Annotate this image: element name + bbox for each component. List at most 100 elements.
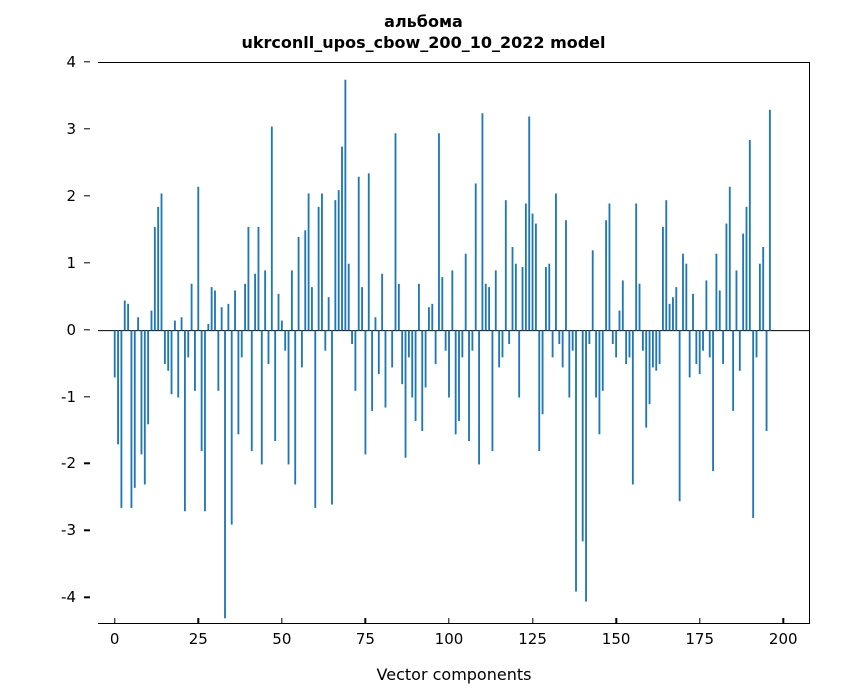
- bar-component-39[interactable]: [244, 284, 246, 331]
- bar-component-135[interactable]: [565, 220, 567, 330]
- bar-component-133[interactable]: [558, 331, 560, 344]
- bar-component-137[interactable]: [572, 331, 574, 351]
- bar-component-142[interactable]: [588, 331, 590, 344]
- bar-component-57[interactable]: [304, 230, 306, 330]
- bar-component-106[interactable]: [468, 331, 470, 441]
- bar-component-72[interactable]: [354, 331, 356, 391]
- bar-component-115[interactable]: [498, 331, 500, 368]
- bar-component-88[interactable]: [408, 331, 410, 358]
- bar-component-101[interactable]: [451, 270, 453, 330]
- bar-component-98[interactable]: [441, 277, 443, 331]
- bar-component-51[interactable]: [284, 331, 286, 351]
- bar-component-152[interactable]: [622, 280, 624, 330]
- bar-component-134[interactable]: [562, 331, 564, 368]
- bar-component-94[interactable]: [428, 307, 430, 330]
- bar-component-130[interactable]: [548, 264, 550, 331]
- bar-component-155[interactable]: [632, 331, 634, 485]
- bar-component-48[interactable]: [274, 331, 276, 441]
- bar-component-86[interactable]: [401, 331, 403, 385]
- bar-component-145[interactable]: [598, 331, 600, 435]
- bar-component-76[interactable]: [368, 173, 370, 330]
- bar-component-181[interactable]: [719, 290, 721, 330]
- bar-component-165[interactable]: [665, 200, 667, 330]
- bar-component-161[interactable]: [652, 331, 654, 368]
- bar-component-73[interactable]: [358, 177, 360, 331]
- bar-component-91[interactable]: [418, 284, 420, 331]
- bar-component-33[interactable]: [224, 331, 226, 619]
- bar-component-42[interactable]: [254, 274, 256, 331]
- bar-component-3[interactable]: [124, 301, 126, 331]
- bar-component-54[interactable]: [294, 331, 296, 485]
- bar-component-158[interactable]: [642, 331, 644, 351]
- bar-component-16[interactable]: [167, 331, 169, 371]
- bar-component-84[interactable]: [395, 133, 397, 330]
- bar-component-109[interactable]: [478, 331, 480, 465]
- bar-component-31[interactable]: [217, 331, 219, 391]
- bar-component-67[interactable]: [338, 190, 340, 331]
- bar-component-174[interactable]: [695, 331, 697, 364]
- bar-component-126[interactable]: [535, 224, 537, 331]
- bar-component-196[interactable]: [769, 110, 771, 331]
- bar-component-64[interactable]: [328, 297, 330, 330]
- bar-component-85[interactable]: [398, 284, 400, 331]
- bar-component-129[interactable]: [545, 267, 547, 331]
- bar-component-43[interactable]: [258, 227, 260, 331]
- bar-component-89[interactable]: [411, 331, 413, 398]
- bar-component-143[interactable]: [592, 250, 594, 330]
- bar-component-92[interactable]: [421, 331, 423, 431]
- bar-component-122[interactable]: [522, 267, 524, 331]
- bar-component-110[interactable]: [481, 113, 483, 330]
- bar-component-123[interactable]: [525, 204, 527, 331]
- bar-component-154[interactable]: [629, 331, 631, 358]
- bar-component-10[interactable]: [147, 331, 149, 425]
- bar-component-59[interactable]: [311, 287, 313, 330]
- bar-component-81[interactable]: [385, 331, 387, 408]
- bar-component-102[interactable]: [455, 331, 457, 435]
- bar-component-108[interactable]: [475, 183, 477, 330]
- bar-component-162[interactable]: [655, 331, 657, 371]
- bar-component-53[interactable]: [291, 270, 293, 330]
- bar-component-11[interactable]: [151, 311, 153, 331]
- bar-component-146[interactable]: [602, 331, 604, 391]
- bar-component-17[interactable]: [171, 331, 173, 395]
- bar-component-9[interactable]: [144, 331, 146, 485]
- bar-component-185[interactable]: [732, 331, 734, 411]
- bar-component-23[interactable]: [191, 284, 193, 331]
- bar-component-190[interactable]: [749, 140, 751, 331]
- bar-component-15[interactable]: [164, 331, 166, 364]
- bar-component-189[interactable]: [746, 207, 748, 331]
- bar-component-182[interactable]: [722, 331, 724, 364]
- bar-component-40[interactable]: [248, 227, 250, 331]
- bar-component-144[interactable]: [595, 331, 597, 398]
- bar-component-49[interactable]: [278, 294, 280, 331]
- bar-component-56[interactable]: [301, 331, 303, 368]
- bar-component-38[interactable]: [241, 331, 243, 358]
- bar-component-195[interactable]: [766, 331, 768, 431]
- bar-component-47[interactable]: [271, 127, 273, 331]
- bar-component-27[interactable]: [204, 331, 206, 512]
- bar-component-36[interactable]: [234, 290, 236, 330]
- bar-component-103[interactable]: [458, 331, 460, 421]
- bar-component-41[interactable]: [251, 331, 253, 451]
- bar-component-177[interactable]: [705, 280, 707, 330]
- bar-component-184[interactable]: [729, 187, 731, 331]
- bar-component-79[interactable]: [378, 331, 380, 374]
- bar-component-90[interactable]: [415, 331, 417, 421]
- bar-component-192[interactable]: [756, 331, 758, 358]
- bar-component-112[interactable]: [488, 287, 490, 330]
- bar-component-29[interactable]: [211, 287, 213, 330]
- bar-component-61[interactable]: [318, 207, 320, 331]
- bar-component-186[interactable]: [736, 270, 738, 330]
- bar-component-24[interactable]: [194, 331, 196, 391]
- bar-component-66[interactable]: [334, 200, 336, 330]
- bar-component-55[interactable]: [298, 237, 300, 331]
- bar-component-50[interactable]: [281, 321, 283, 331]
- bar-component-139[interactable]: [578, 331, 580, 332]
- bar-component-0[interactable]: [114, 331, 116, 378]
- bar-component-159[interactable]: [645, 331, 647, 428]
- bar-component-175[interactable]: [699, 331, 701, 374]
- bar-component-77[interactable]: [371, 331, 373, 411]
- bar-component-44[interactable]: [261, 331, 263, 465]
- bar-component-5[interactable]: [131, 331, 133, 508]
- bar-component-71[interactable]: [351, 331, 353, 344]
